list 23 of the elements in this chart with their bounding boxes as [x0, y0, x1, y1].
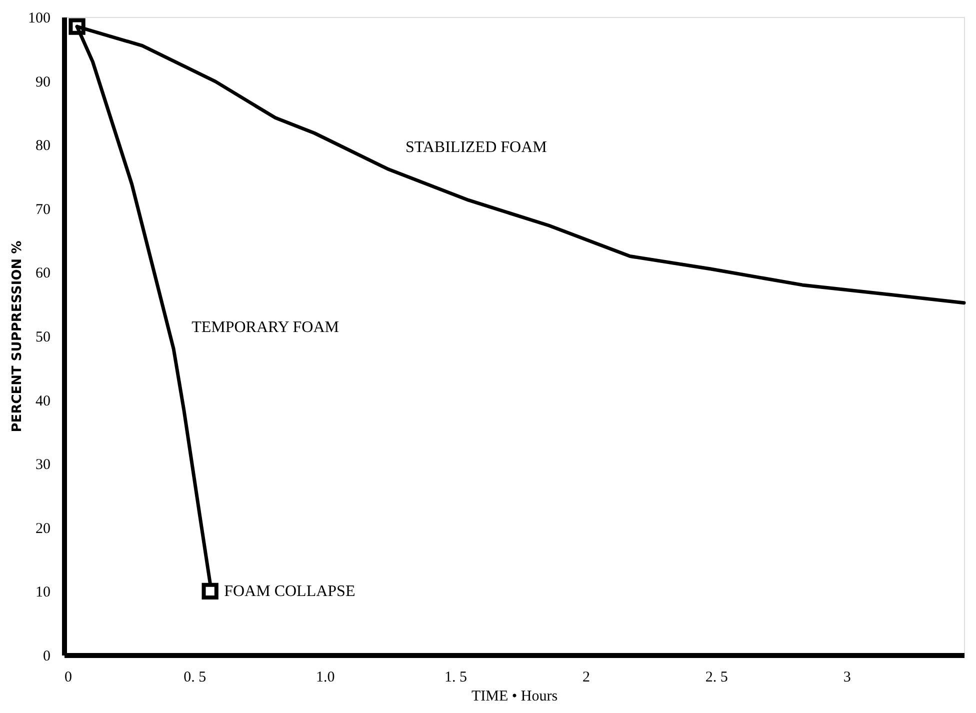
x-tick-label: 1. 5: [444, 670, 468, 686]
series-label: TEMPORARY FOAM: [192, 318, 340, 336]
x-tick-label: 3: [843, 670, 851, 686]
series-label: STABILIZED FOAM: [405, 138, 547, 156]
annotation: FOAM COLLAPSE: [224, 583, 356, 600]
y-tick-label: 70: [36, 202, 50, 218]
x-tick-label: 2. 5: [705, 670, 728, 686]
y-tick-label: 10: [36, 584, 50, 601]
x-tick-label: 0: [64, 670, 72, 686]
x-tick-label: 0. 5: [184, 670, 206, 686]
y-tick-label: 100: [28, 10, 50, 26]
y-tick-label: 30: [36, 457, 50, 474]
y-tick-label: 80: [36, 138, 50, 154]
y-tick-label: 40: [36, 393, 50, 410]
y-tick-label: 90: [36, 74, 50, 90]
x-tick-label: 1.0: [316, 670, 335, 686]
y-tick-label: 60: [36, 266, 50, 282]
x-tick-label: 2: [582, 670, 590, 686]
y-tick-label: 50: [36, 330, 50, 346]
y-axis-title: PERCENT SUPPRESSION %: [10, 240, 25, 432]
y-tick-label: 20: [36, 520, 50, 537]
x-axis-title: TIME • Hours: [471, 688, 558, 704]
y-tick-label: 0: [43, 648, 50, 664]
